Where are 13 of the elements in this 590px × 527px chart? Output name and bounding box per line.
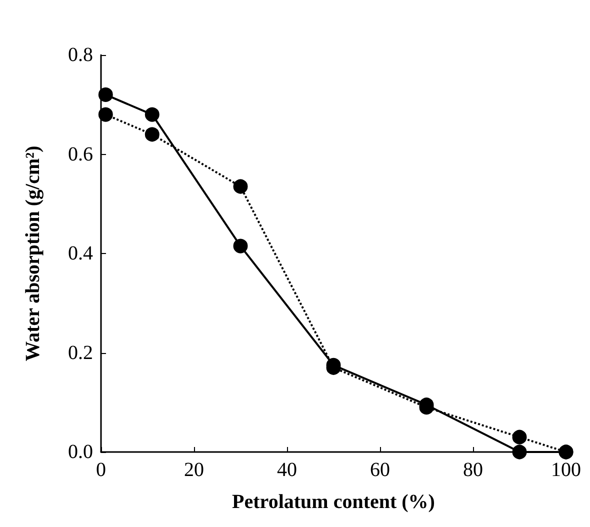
x-tick-label: 100	[551, 459, 581, 481]
x-tick-label: 40	[277, 459, 297, 481]
y-tick-label: 0.0	[68, 441, 93, 463]
y-tick-label: 0.2	[68, 342, 93, 364]
x-tick-label: 0	[96, 459, 106, 481]
y-axis-title: Water absorption (g/cm²)	[22, 146, 44, 362]
x-tick-label: 80	[463, 459, 483, 481]
x-tick-label: 60	[370, 459, 390, 481]
y-tick-label: 0.6	[68, 143, 93, 166]
x-axis-title: Petrolatum content (%)	[232, 491, 435, 513]
y-tick-label: 0.8	[68, 44, 93, 66]
y-tick-label: 0.4	[68, 242, 93, 264]
x-tick-label: 20	[184, 459, 204, 481]
